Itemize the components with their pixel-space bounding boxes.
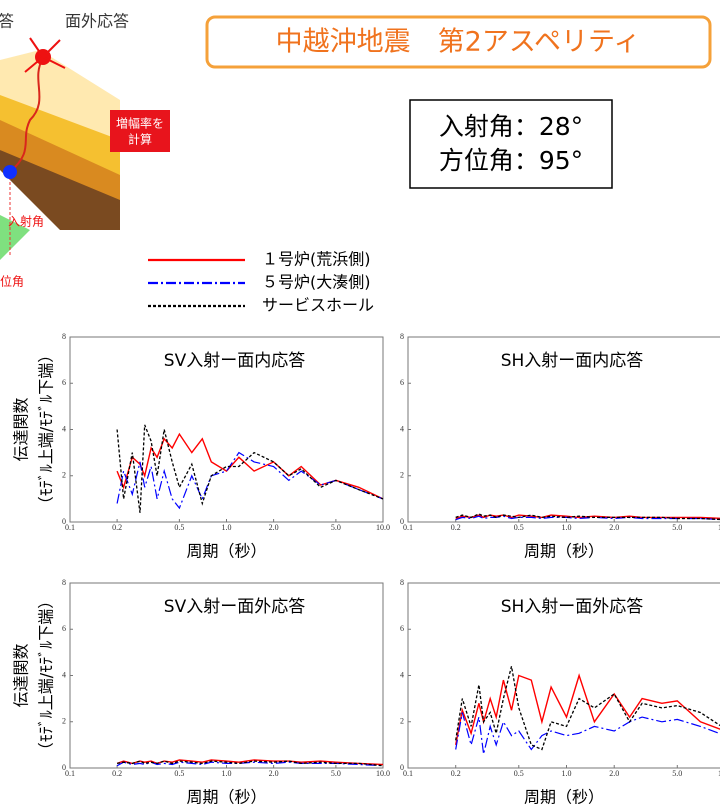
- x-tick-label: 0.5: [174, 769, 184, 778]
- diagram-label: 計算: [128, 132, 152, 147]
- x-tick-label: 2.0: [269, 523, 279, 532]
- y-tick-label: 8: [62, 578, 66, 587]
- x-axis-label: 周期（秒）: [186, 542, 266, 561]
- x-tick-label: 0.5: [514, 523, 524, 532]
- series-line: [455, 666, 720, 751]
- chart: 0 2 4 6 8 0.1 0.2 0.5 1.0 2.0 5.0 10.0 SH入射ー面外応答周期（秒…: [400, 578, 720, 806]
- x-tick-label: 1.0: [562, 523, 572, 532]
- chart: 0 2 4 6 8 0.1 0.2 0.5 1.0 2.0 5.0 10.0 SV入射ー面外応答周期（秒…: [12, 578, 391, 806]
- x-tick-label: 5.0: [331, 523, 341, 532]
- x-axis-label: 周期（秒）: [524, 542, 604, 561]
- diagram: 答 面外応答 増幅率を 計算 入射角 位角: [0, 12, 170, 289]
- series-line: [116, 432, 384, 500]
- x-tick-label: 5.0: [672, 769, 682, 778]
- series-line: [116, 424, 384, 513]
- y-tick-label: 6: [400, 624, 404, 633]
- base-point: [3, 165, 17, 179]
- x-tick-label: 0.5: [174, 523, 184, 532]
- chart-title: SH入射ー面内応答: [501, 351, 644, 371]
- x-tick-label: 0.2: [112, 523, 122, 532]
- x-tick-label: 1.0: [222, 769, 232, 778]
- y-axis-label: 伝達関数: [12, 643, 31, 707]
- y-tick-label: 0: [400, 517, 404, 526]
- series-line: [455, 515, 720, 521]
- wave-path: [9, 57, 44, 173]
- y-tick-label: 0: [400, 763, 404, 772]
- x-tick-label: 10.0: [718, 769, 720, 778]
- y-tick-label: 4: [400, 424, 404, 433]
- x-tick-label: 0.2: [112, 769, 122, 778]
- y-tick-label: 4: [400, 670, 404, 679]
- series-line: [116, 759, 384, 766]
- title-box: [205, 15, 712, 69]
- x-tick-label: 0.1: [403, 523, 413, 532]
- series-line: [116, 761, 384, 767]
- chart: 0 2 4 6 8 0.1 0.2 0.5 1.0 2.0 5.0 10.0 SH入射ー面内応答周期（秒…: [400, 332, 720, 561]
- x-tick-label: 0.1: [65, 769, 75, 778]
- y-axis-label: （ﾓﾃﾞﾙ上端/ﾓﾃﾞﾙ下端）: [37, 593, 56, 758]
- y-axis-label: 伝達関数: [12, 397, 31, 461]
- diagram-label: 面外応答: [65, 12, 129, 31]
- y-tick-label: 4: [62, 424, 66, 433]
- angle: 方位角：95°: [439, 146, 583, 175]
- series-line: [116, 760, 384, 767]
- x-tick-label: 10.0: [376, 769, 390, 778]
- diagram-label: 位角: [0, 274, 24, 289]
- y-tick-label: 8: [400, 578, 404, 587]
- legend-label: １号炉(荒浜側): [262, 250, 371, 269]
- y-tick-label: 8: [400, 332, 404, 341]
- chart-title: SV入射ー面内応答: [164, 351, 305, 371]
- x-tick-label: 2.0: [269, 769, 279, 778]
- y-tick-label: 6: [62, 624, 66, 633]
- title: 中越沖地震 第2アスペリティ: [276, 27, 641, 58]
- series-line: [116, 451, 384, 510]
- ground: [0, 215, 30, 260]
- series-line: [455, 712, 720, 755]
- x-tick-label: 10.0: [718, 523, 720, 532]
- diagram-label: 入射角: [8, 214, 44, 229]
- y-tick-label: 2: [62, 471, 66, 480]
- legend-label: サービスホール: [262, 296, 374, 315]
- angle-box: [409, 99, 613, 189]
- x-tick-label: 1.0: [562, 769, 572, 778]
- x-axis-label: 周期（秒）: [524, 788, 604, 806]
- diagram-label: 答: [0, 12, 14, 31]
- x-tick-label: 0.2: [451, 769, 461, 778]
- y-tick-label: 6: [400, 378, 404, 387]
- layer: [0, 150, 120, 230]
- x-tick-label: 5.0: [672, 523, 682, 532]
- x-tick-label: 5.0: [331, 769, 341, 778]
- y-tick-label: 2: [400, 717, 404, 726]
- x-tick-label: 10.0: [376, 523, 390, 532]
- y-tick-label: 4: [62, 670, 66, 679]
- chart-title: SH入射ー面外応答: [501, 597, 644, 617]
- y-tick-label: 2: [400, 471, 404, 480]
- x-tick-label: 2.0: [609, 769, 619, 778]
- y-axis-label: （ﾓﾃﾞﾙ上端/ﾓﾃﾞﾙ下端）: [37, 347, 56, 512]
- x-tick-label: 0.2: [451, 523, 461, 532]
- y-tick-label: 2: [62, 717, 66, 726]
- chart-title: SV入射ー面外応答: [164, 597, 305, 617]
- calc-box: [110, 110, 170, 152]
- y-tick-label: 0: [62, 763, 66, 772]
- x-tick-label: 0.5: [514, 769, 524, 778]
- legend-label: ５号炉(大湊側): [262, 273, 371, 292]
- angle: 入射角：28°: [439, 112, 583, 141]
- x-tick-label: 0.1: [65, 523, 75, 532]
- chart: 0 2 4 6 8 0.1 0.2 0.5 1.0 2.0 5.0 10.0 SV入射ー面内応答周期（秒…: [12, 332, 391, 561]
- y-tick-label: 6: [62, 378, 66, 387]
- x-tick-label: 2.0: [609, 523, 619, 532]
- y-tick-label: 8: [62, 332, 66, 341]
- diagram-label: 増幅率を: [116, 116, 164, 131]
- x-tick-label: 0.1: [403, 769, 413, 778]
- arrows: [24, 37, 66, 73]
- y-tick-label: 0: [62, 517, 66, 526]
- charts: １号炉(荒浜側) ５号炉(大湊側) サービスホール 0 2 4 6 8 0.1 0.2 0.5 1.0…: [12, 250, 720, 806]
- series-line: [455, 673, 720, 746]
- x-axis-label: 周期（秒）: [186, 788, 266, 806]
- series-line: [455, 513, 720, 521]
- x-tick-label: 1.0: [222, 523, 232, 532]
